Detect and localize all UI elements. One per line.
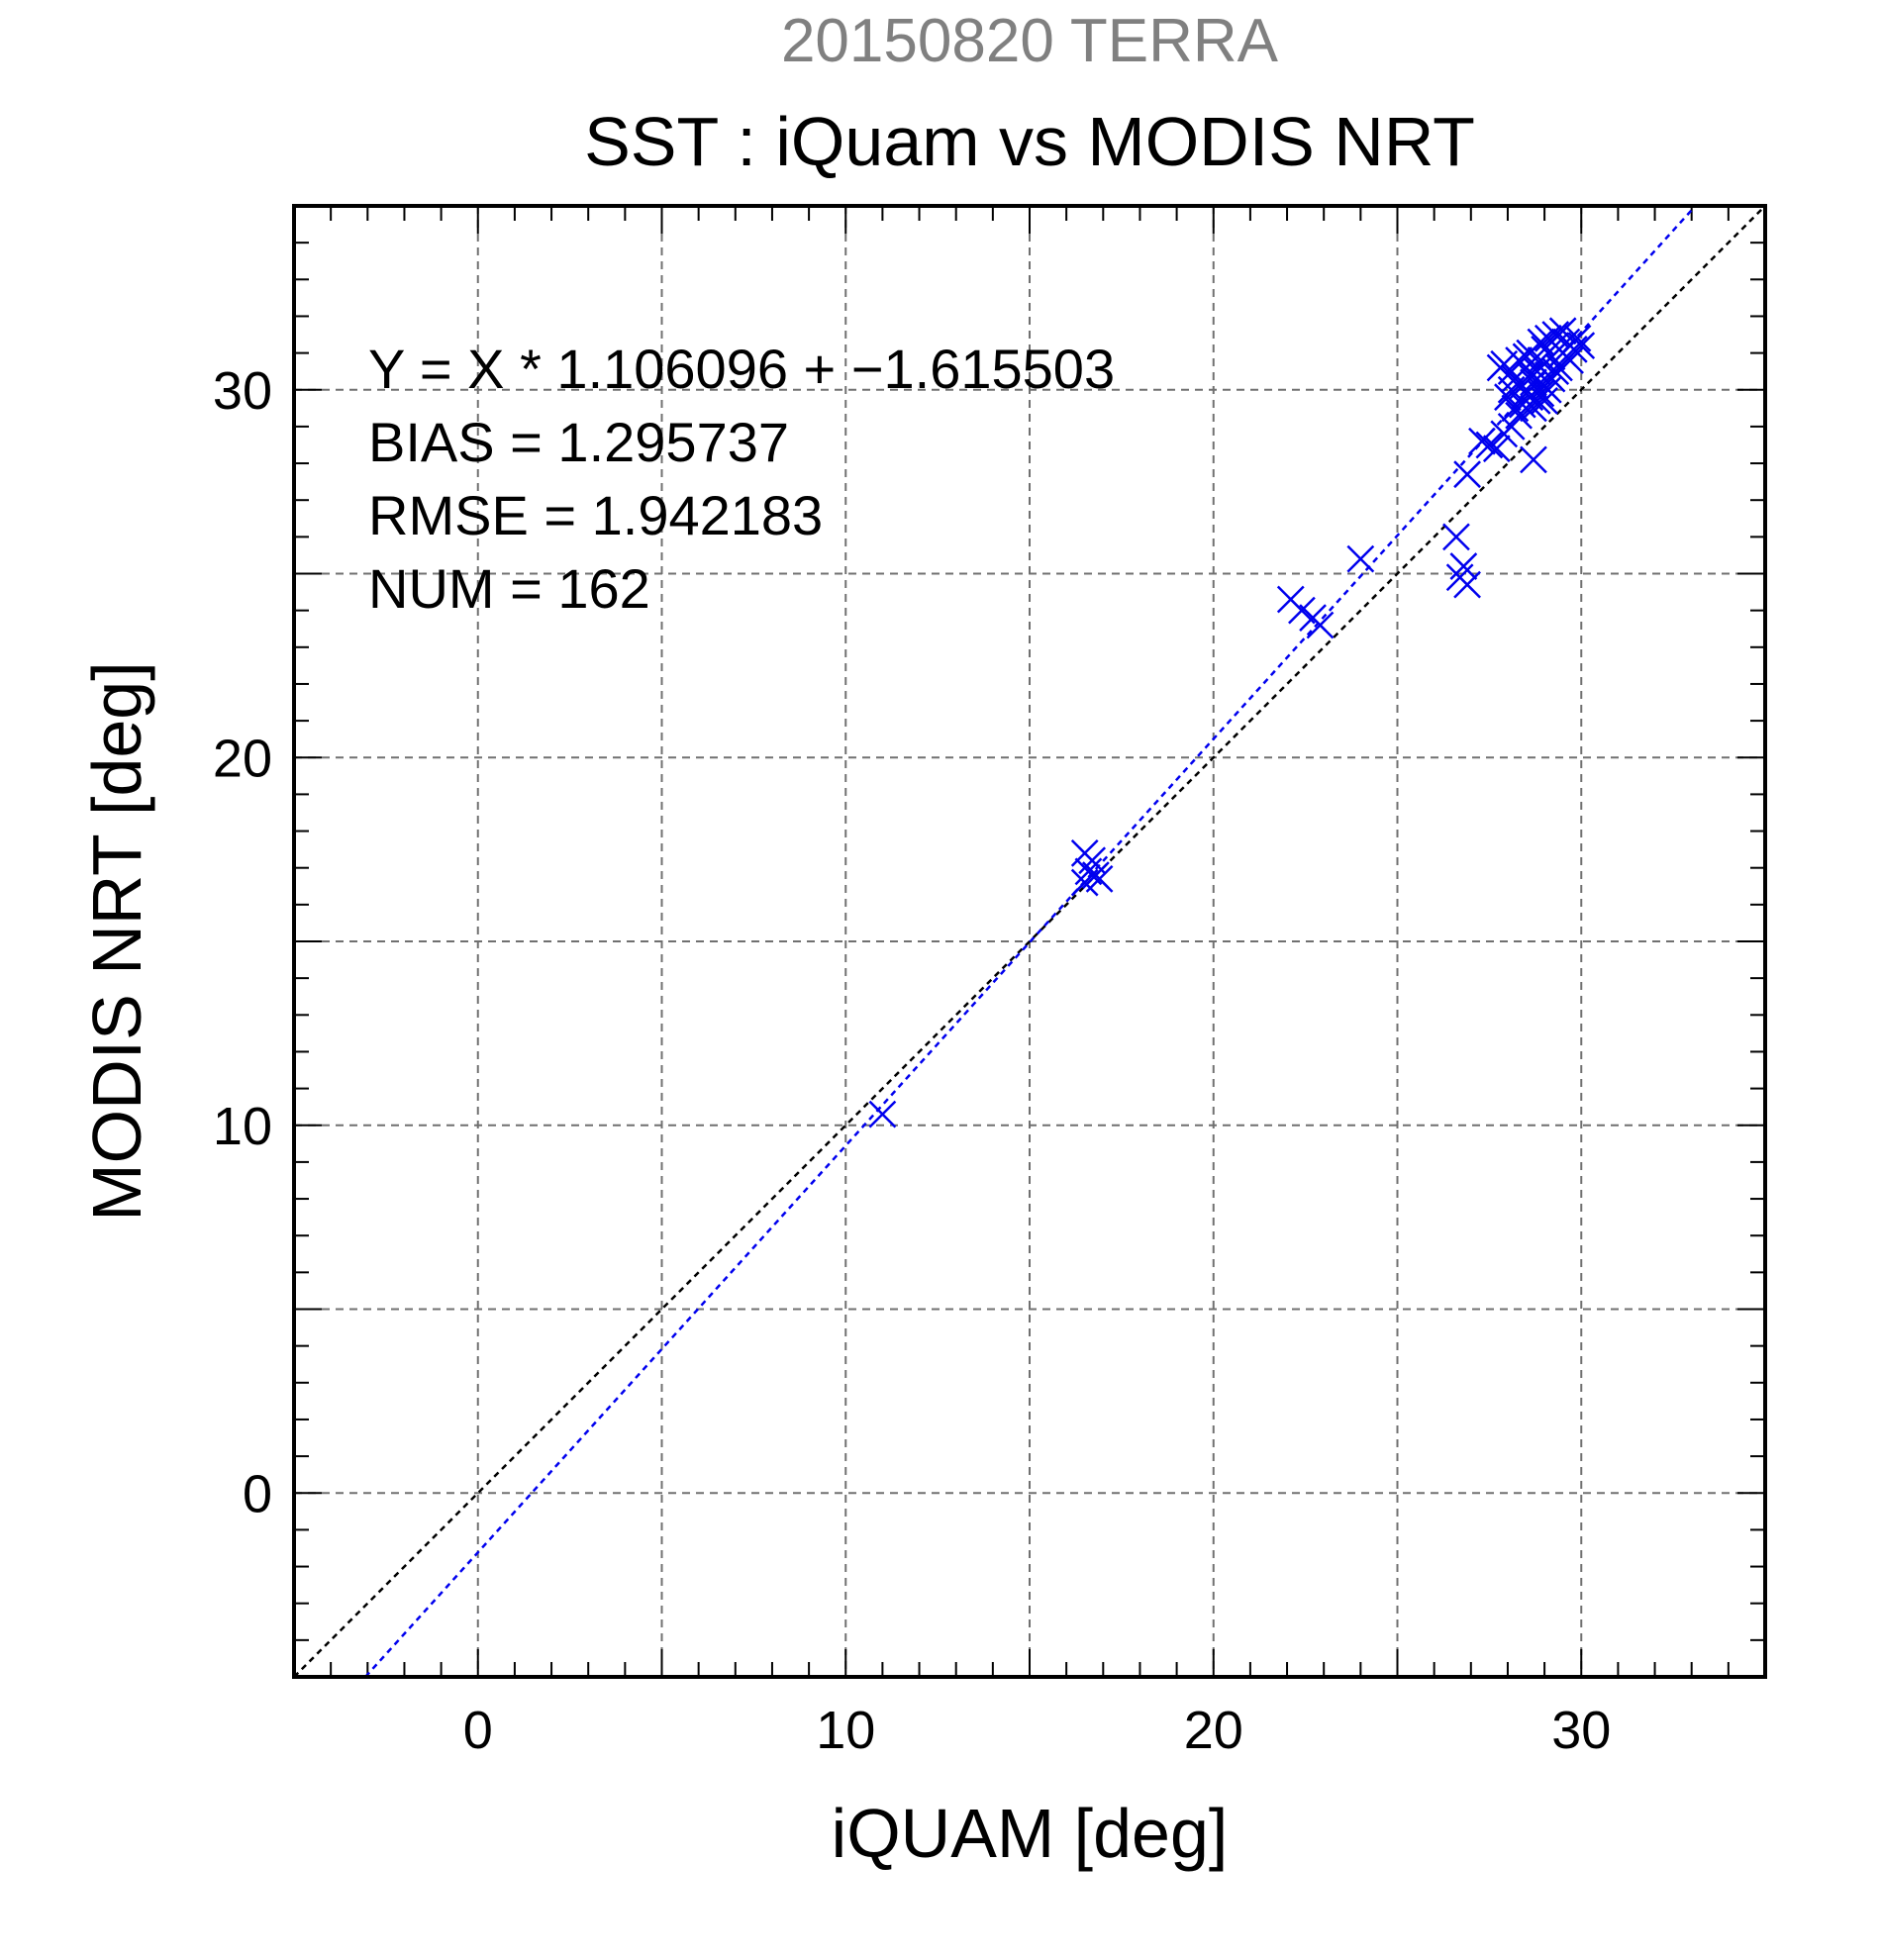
data-point (1512, 343, 1540, 371)
stats-count: NUM = 162 (368, 557, 650, 620)
data-point (1534, 324, 1562, 352)
data-point (1468, 427, 1496, 455)
data-point (1453, 570, 1481, 599)
data-point (1531, 387, 1558, 415)
data-point (1482, 435, 1511, 463)
data-points (868, 317, 1596, 1128)
y-tick-label: 20 (213, 729, 272, 788)
data-point (1449, 552, 1478, 580)
data-point (1563, 324, 1592, 352)
stats-box: Y = X * 1.106096 + −1.615503 BIAS = 1.29… (368, 338, 1115, 620)
x-tick-label: 0 (463, 1701, 493, 1760)
data-point (1475, 431, 1504, 459)
y-tick-label: 30 (213, 361, 272, 421)
data-point (1567, 332, 1596, 360)
stats-fit-equation: Y = X * 1.106096 + −1.615503 (368, 338, 1115, 400)
chart-header: 20150820 TERRA (781, 7, 1279, 75)
x-tick-label: 20 (1184, 1701, 1243, 1760)
data-point (1541, 321, 1570, 348)
data-point (1306, 611, 1335, 639)
stats-bias: BIAS = 1.295737 (368, 411, 789, 473)
data-point (1559, 336, 1588, 363)
data-point (1442, 523, 1470, 551)
plot-frame (292, 204, 1767, 1679)
data-point (868, 1100, 897, 1128)
data-point (1505, 401, 1533, 430)
chart-title: SST : iQuam vs MODIS NRT (584, 103, 1475, 180)
data-point (1085, 864, 1114, 893)
data-point (1541, 357, 1570, 386)
reference-lines (294, 206, 1765, 1677)
y-tick-label: 10 (213, 1097, 272, 1156)
stats-rmse: RMSE = 1.942183 (368, 484, 823, 546)
data-point (1537, 364, 1566, 393)
axis-ticks (294, 206, 1765, 1677)
data-point (1346, 544, 1375, 573)
y-axis-label: MODIS NRT [deg] (78, 661, 155, 1221)
x-axis-label: iQUAM [deg] (832, 1795, 1229, 1872)
data-point (1520, 445, 1547, 474)
data-point (1548, 317, 1577, 345)
data-point (1527, 379, 1555, 408)
tick-labels: 0 10 20 30 0 10 20 30 (213, 361, 1611, 1760)
fit-line (364, 206, 1697, 1677)
data-point (1453, 460, 1481, 489)
x-tick-label: 10 (816, 1701, 875, 1760)
x-tick-label: 30 (1551, 1701, 1611, 1760)
y-tick-label: 0 (243, 1464, 272, 1523)
data-point (1534, 375, 1562, 404)
